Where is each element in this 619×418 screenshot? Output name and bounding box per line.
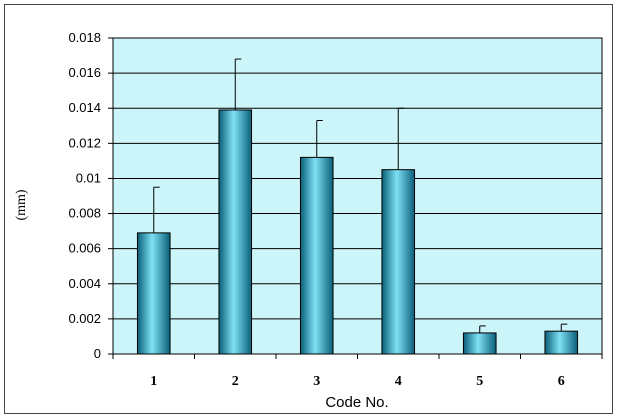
- y-tick-label: 0.01: [76, 170, 101, 185]
- chart-frame: 0 0.002 0.004 0.006 0.008 0.01 0.012 0.014 0.016…: [4, 4, 613, 414]
- y-tick-label: 0.014: [68, 100, 101, 115]
- bar-4: [381, 169, 416, 355]
- bar-chart: 0 0.002 0.004 0.006 0.008 0.01 0.012 0.014 0.016…: [14, 30, 603, 411]
- y-tick-label: 0.006: [68, 241, 101, 256]
- x-tick-label: 2: [232, 374, 239, 389]
- y-tick-label: 0: [94, 346, 101, 361]
- y-tick-label: 0.008: [68, 206, 101, 221]
- x-tick-label: 6: [558, 374, 565, 389]
- y-tick-label: 0.002: [68, 311, 101, 326]
- y-tick-label: 0.016: [68, 65, 101, 80]
- bar-5: [462, 332, 497, 355]
- bar-2: [218, 109, 253, 355]
- bar-1: [136, 232, 171, 355]
- x-tick-label: 4: [395, 374, 402, 389]
- bar-6: [544, 330, 579, 355]
- x-tick-label: 5: [476, 374, 483, 389]
- x-axis-title: Code No.: [325, 394, 388, 411]
- y-tick-label: 0.018: [68, 30, 101, 45]
- y-axis-title: (mm): [14, 189, 29, 220]
- x-tick-label: 1: [150, 374, 157, 389]
- plot-area: [112, 37, 603, 355]
- y-tick-label: 0.012: [68, 135, 101, 150]
- x-tick-label: 3: [313, 374, 320, 389]
- y-tick-label: 0.004: [68, 276, 101, 291]
- bar-3: [299, 156, 334, 355]
